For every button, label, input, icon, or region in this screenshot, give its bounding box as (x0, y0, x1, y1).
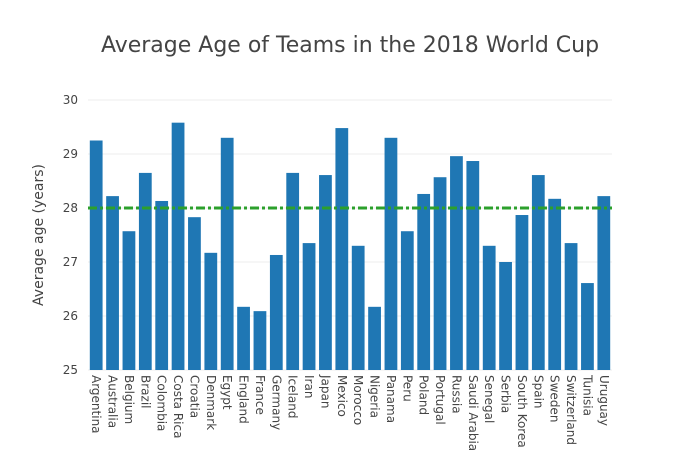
x-tick-label: Costa Rica (171, 375, 185, 438)
x-tick-label: Brazil (138, 375, 152, 409)
bar-poland (417, 193, 431, 370)
y-tick-label: 28 (63, 201, 78, 215)
bar-sweden (548, 198, 562, 370)
bar-morocco (351, 245, 365, 370)
x-tick-label: Switzerland (564, 375, 578, 445)
bar-iran (302, 243, 316, 370)
x-tick-label: Denmark (204, 375, 218, 430)
x-tick-label: Mexico (335, 375, 349, 417)
x-tick-label: France (253, 375, 267, 415)
bar-serbia (499, 262, 512, 370)
x-tick-label: Spain (531, 375, 545, 409)
x-tick-label: Peru (400, 375, 414, 402)
x-tick-label: Russia (449, 375, 463, 414)
x-tick-label: Tunisia (580, 374, 594, 416)
bar-argentina (89, 140, 103, 370)
bar-france (253, 311, 267, 370)
x-tick-label: Argentina (89, 375, 103, 434)
x-tick-label: England (237, 375, 251, 424)
bar-germany (269, 254, 283, 370)
bar-croatia (188, 217, 201, 370)
bar-egypt (220, 137, 234, 370)
bar-iceland (286, 172, 300, 370)
bar-portugal (433, 177, 447, 370)
chart-title: Average Age of Teams in the 2018 World C… (101, 33, 599, 58)
y-axis-ticks: 25 26 27 28 29 30 (63, 93, 78, 377)
bar-england (237, 306, 250, 370)
y-tick-label: 27 (63, 255, 78, 269)
x-tick-label: Croatia (187, 375, 201, 418)
y-tick-label: 29 (63, 147, 78, 161)
bars-group (89, 122, 611, 371)
bar-russia (450, 156, 463, 370)
y-axis-label: Average age (years) (31, 164, 47, 306)
x-tick-label: Panama (384, 375, 398, 423)
x-tick-label: Portugal (433, 375, 447, 425)
x-tick-label: Serbia (499, 375, 513, 413)
y-tick-label: 30 (63, 93, 78, 107)
x-tick-label: Uruguay (597, 375, 611, 426)
x-tick-label: Iran (302, 375, 316, 398)
bar-switzerland (564, 243, 578, 370)
x-tick-label: Nigeria (368, 375, 382, 418)
bar-uruguay (597, 196, 611, 370)
bar-tunisia (581, 283, 594, 370)
x-tick-label: South Korea (515, 375, 529, 448)
bar-colombia (155, 200, 169, 370)
bar-nigeria (368, 306, 381, 370)
x-tick-label: Senegal (482, 375, 496, 423)
x-tick-label: Germany (269, 375, 283, 430)
x-tick-label: Belgium (122, 375, 136, 424)
x-tick-label: Iceland (286, 375, 300, 418)
bar-japan (319, 175, 332, 370)
y-tick-label: 26 (63, 309, 78, 323)
x-tick-label: Sweden (548, 375, 562, 422)
x-tick-label: Morocco (351, 375, 365, 425)
bar-panama (384, 137, 398, 370)
bar-brazil (138, 172, 152, 370)
x-tick-label: Australia (106, 375, 120, 428)
bar-denmark (204, 252, 218, 370)
bar-mexico (335, 128, 349, 370)
bar-senegal (482, 245, 496, 370)
bar-saudi-arabia (466, 161, 480, 370)
x-tick-label: Egypt (220, 375, 234, 410)
y-tick-label: 25 (63, 363, 78, 377)
x-tick-label: Saudi Arabia (466, 375, 480, 450)
x-axis-ticks: Argentina Australia Belgium Brazil Colombia C… (89, 374, 611, 450)
bar-australia (106, 196, 119, 370)
bar-peru (400, 231, 414, 370)
x-tick-label: Japan (318, 374, 332, 408)
x-tick-label: Poland (417, 375, 431, 415)
bar-spain (531, 175, 545, 370)
bar-costa-rica (171, 122, 185, 371)
bar-south-korea (515, 215, 529, 370)
bar-belgium (122, 231, 136, 370)
x-tick-label: Colombia (155, 375, 169, 431)
